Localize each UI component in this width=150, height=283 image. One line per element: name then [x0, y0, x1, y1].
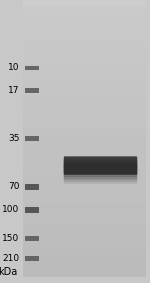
Text: 150: 150 — [2, 234, 20, 243]
FancyBboxPatch shape — [26, 66, 39, 70]
FancyBboxPatch shape — [64, 166, 137, 175]
FancyBboxPatch shape — [25, 207, 39, 213]
FancyBboxPatch shape — [64, 164, 137, 172]
FancyBboxPatch shape — [25, 184, 39, 190]
FancyBboxPatch shape — [26, 236, 39, 241]
FancyBboxPatch shape — [64, 156, 137, 175]
Text: 210: 210 — [2, 254, 20, 263]
FancyBboxPatch shape — [64, 160, 137, 168]
Text: 100: 100 — [2, 205, 20, 215]
FancyBboxPatch shape — [64, 176, 137, 184]
Text: 10: 10 — [8, 63, 20, 72]
FancyBboxPatch shape — [64, 171, 137, 179]
FancyBboxPatch shape — [26, 136, 39, 141]
Text: kDa: kDa — [0, 267, 17, 277]
FancyBboxPatch shape — [22, 6, 146, 277]
FancyBboxPatch shape — [26, 256, 39, 261]
FancyBboxPatch shape — [64, 173, 137, 182]
FancyBboxPatch shape — [26, 88, 39, 93]
Text: 35: 35 — [8, 134, 20, 143]
FancyBboxPatch shape — [64, 162, 137, 170]
FancyBboxPatch shape — [64, 169, 137, 177]
Text: 17: 17 — [8, 86, 20, 95]
Text: 70: 70 — [8, 182, 20, 191]
